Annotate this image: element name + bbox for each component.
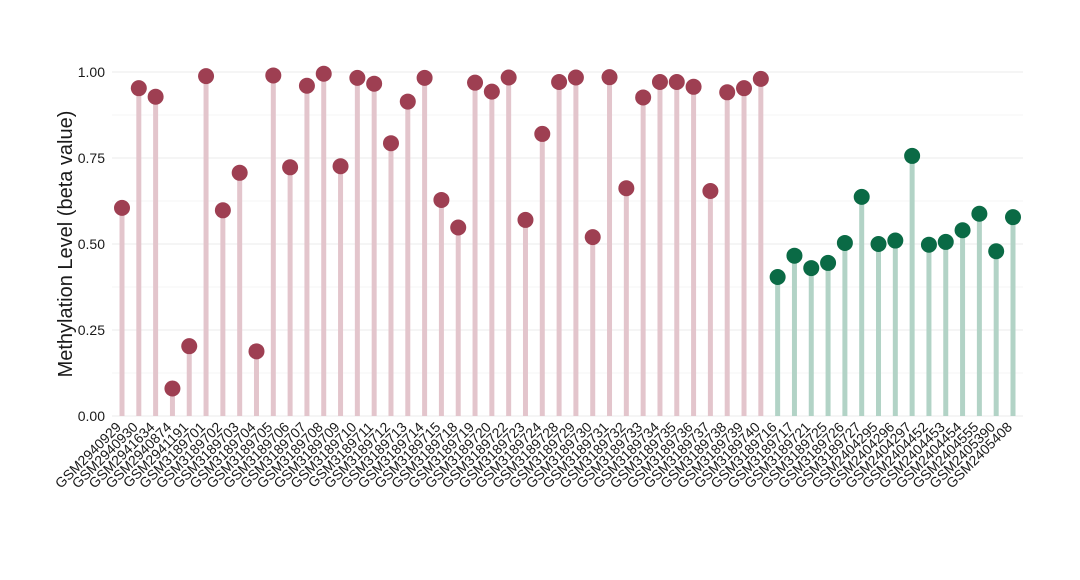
- lollipop-point: [836, 234, 853, 251]
- lollipop-point: [954, 222, 971, 239]
- y-axis-ticks: 0.00 0.25 0.50 0.75 1.00: [78, 64, 105, 424]
- lollipop-point: [601, 69, 618, 86]
- lollipop-point: [937, 233, 954, 250]
- lollipop-point: [736, 80, 753, 97]
- lollipop-point: [786, 247, 803, 264]
- lollipop-point: [853, 188, 870, 205]
- y-tick-label: 0.75: [78, 150, 105, 166]
- lollipop-point: [214, 202, 231, 219]
- lollipop-point: [198, 68, 215, 85]
- lollipop-point: [265, 67, 282, 84]
- lollipop-point: [551, 73, 568, 90]
- lollipop-point: [500, 69, 517, 86]
- lollipop-point: [584, 229, 601, 246]
- lollipop-point: [416, 69, 433, 86]
- lollipop-point: [1005, 209, 1021, 226]
- lollipop-point: [366, 75, 383, 92]
- lollipop-point: [618, 180, 635, 197]
- lollipop-point: [920, 236, 937, 253]
- lollipop-stems: [119, 73, 1016, 416]
- lollipop-point: [685, 78, 702, 95]
- lollipop-point: [517, 211, 534, 228]
- lollipop-point: [887, 232, 904, 249]
- lollipop-point: [752, 70, 769, 87]
- lollipop-point: [971, 205, 988, 222]
- lollipop-point: [164, 380, 181, 397]
- lollipop-point: [349, 69, 366, 86]
- lollipop-point: [668, 73, 685, 90]
- lollipop-point: [803, 260, 820, 277]
- lollipop-point: [820, 254, 837, 271]
- lollipop-point: [433, 191, 450, 208]
- lollipop-point: [567, 69, 584, 86]
- y-tick-label: 0.50: [78, 236, 105, 252]
- y-tick-label: 0.25: [78, 322, 105, 338]
- lollipop-point: [231, 164, 248, 181]
- y-tick-label: 0.00: [78, 408, 105, 424]
- lollipop-point: [450, 219, 467, 236]
- lollipop-point: [130, 80, 147, 97]
- y-axis-title: Methylation Level (beta value): [55, 111, 77, 378]
- lollipop-point: [702, 183, 719, 200]
- lollipop-point: [870, 236, 887, 252]
- lollipop-point: [382, 135, 399, 152]
- lollipop-point: [181, 338, 198, 355]
- x-axis-ticks: GSM2940929GSM2940930GSM2941634GSM2940874…: [52, 419, 1016, 492]
- lollipop-point: [282, 159, 299, 176]
- lollipop-point: [483, 83, 500, 100]
- y-tick-label: 1.00: [78, 64, 105, 80]
- gridlines: [112, 71, 1023, 417]
- lollipop-point: [467, 74, 484, 91]
- lollipop-point: [114, 199, 130, 216]
- lollipop-point: [651, 73, 668, 90]
- lollipop-point: [332, 158, 349, 175]
- lollipop-point: [988, 243, 1005, 260]
- lollipop-point: [298, 77, 315, 94]
- lollipop-point: [719, 84, 736, 101]
- lollipop-point: [635, 89, 652, 106]
- lollipop-point: [147, 88, 164, 105]
- lollipop-point: [534, 125, 551, 142]
- lollipop-point: [769, 269, 786, 286]
- lollipop-points: [114, 65, 1021, 397]
- lollipop-point: [315, 65, 332, 82]
- lollipop-point: [904, 147, 921, 164]
- lollipop-point: [399, 93, 416, 110]
- lollipop-point: [248, 343, 265, 360]
